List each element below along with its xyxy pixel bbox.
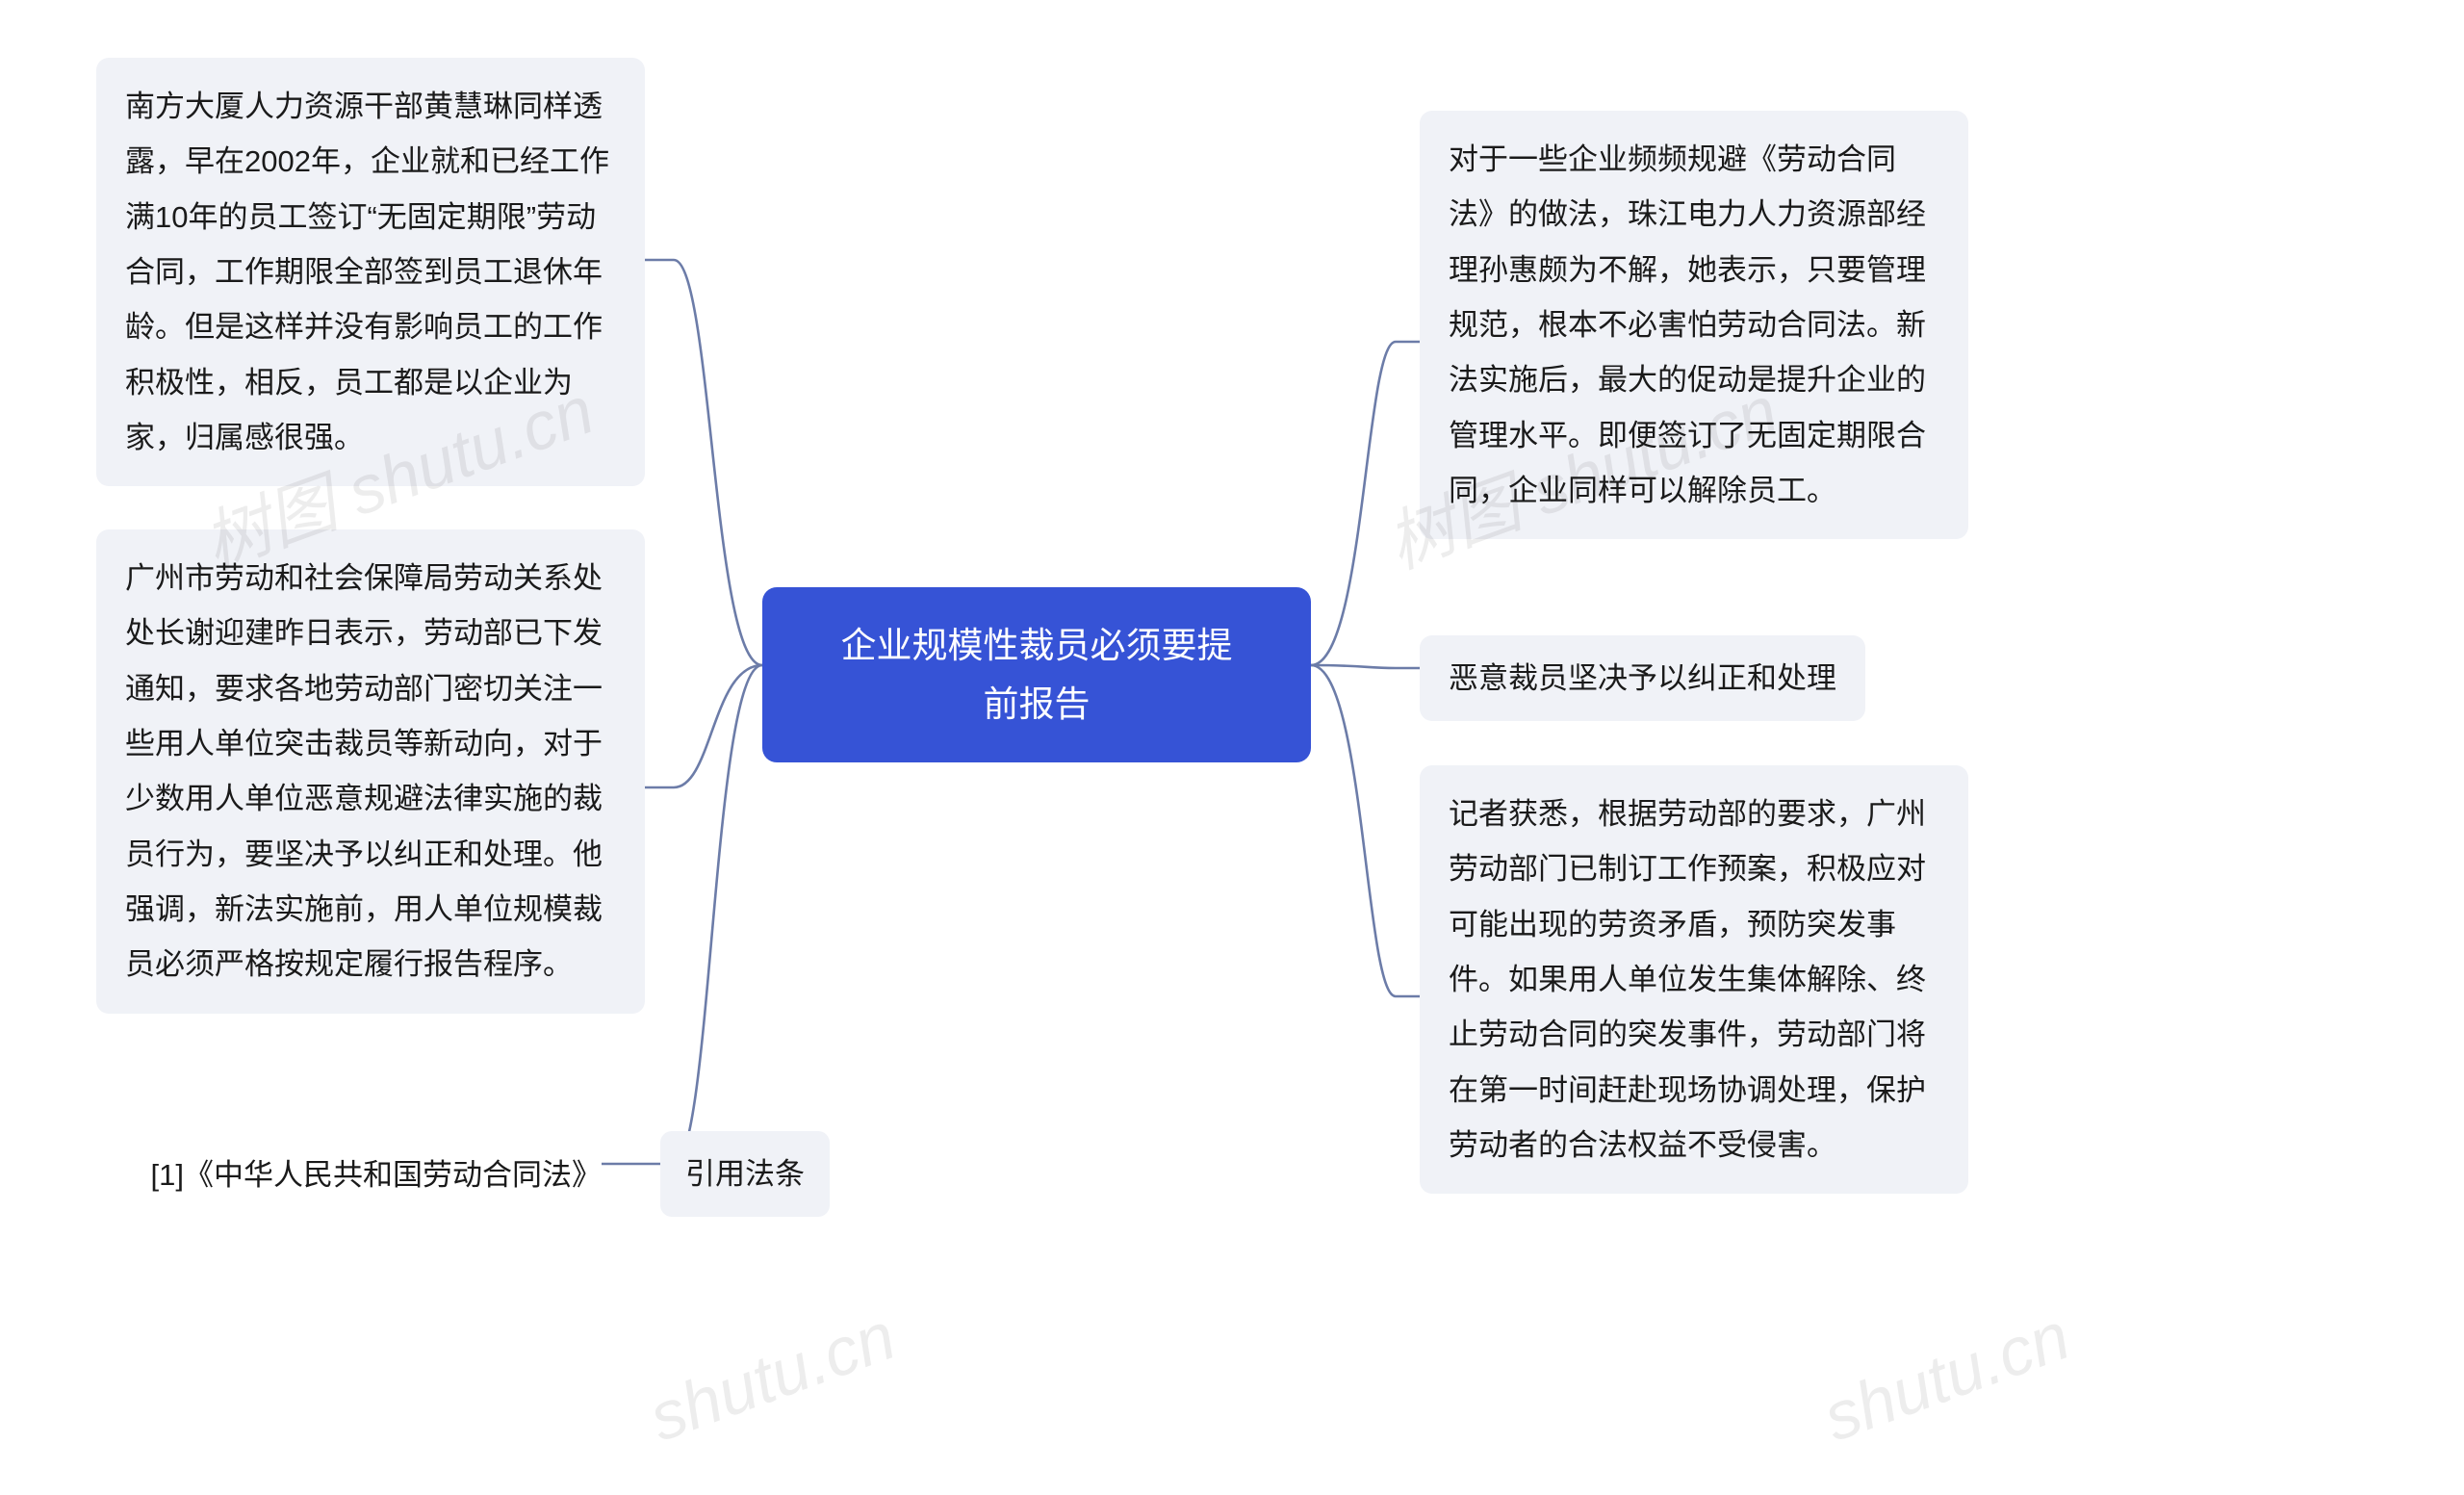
left-node-0-text: 南方大厦人力资源干部黄慧琳同样透露，早在2002年，企业就和已经工作满10年的员… [125, 90, 609, 454]
center-node[interactable]: 企业规模性裁员必须要提前报告 [762, 587, 1311, 762]
right-node-0-text: 对于一些企业频频规避《劳动合同法》的做法，珠江电力人力资源部经理孙惠颇为不解，她… [1449, 142, 1926, 507]
mindmap-canvas: 企业规模性裁员必须要提前报告 南方大厦人力资源干部黄慧琳同样透露，早在2002年… [0, 0, 2464, 1495]
watermark: shutu.cn [1813, 1297, 2079, 1456]
right-node-1-text: 恶意裁员坚决予以纠正和处理 [1449, 661, 1836, 695]
right-node-2[interactable]: 记者获悉，根据劳动部的要求，广州劳动部门已制订工作预案，积极应对可能出现的劳资矛… [1420, 765, 1968, 1194]
watermark: shutu.cn [639, 1297, 905, 1456]
right-node-2-text: 记者获悉，根据劳动部的要求，广州劳动部门已制订工作预案，积极应对可能出现的劳资矛… [1449, 797, 1926, 1162]
left-node-1-text: 广州市劳动和社会保障局劳动关系处处长谢迎建昨日表示，劳动部已下发通知，要求各地劳… [125, 561, 603, 981]
left-node-1[interactable]: 广州市劳动和社会保障局劳动关系处处长谢迎建昨日表示，劳动部已下发通知，要求各地劳… [96, 529, 645, 1014]
left-node-2-child-0: [1]《中华人民共和国劳动合同法》 [101, 1150, 602, 1194]
left-node-2-text: 引用法条 [685, 1157, 805, 1191]
right-node-1[interactable]: 恶意裁员坚决予以纠正和处理 [1420, 635, 1865, 721]
left-node-2[interactable]: 引用法条 [660, 1131, 830, 1217]
left-node-2-child-0-text: [1]《中华人民共和国劳动合同法》 [151, 1158, 602, 1192]
left-node-0[interactable]: 南方大厦人力资源干部黄慧琳同样透露，早在2002年，企业就和已经工作满10年的员… [96, 58, 645, 486]
right-node-0[interactable]: 对于一些企业频频规避《劳动合同法》的做法，珠江电力人力资源部经理孙惠颇为不解，她… [1420, 111, 1968, 539]
center-node-text: 企业规模性裁员必须要提前报告 [841, 626, 1233, 724]
